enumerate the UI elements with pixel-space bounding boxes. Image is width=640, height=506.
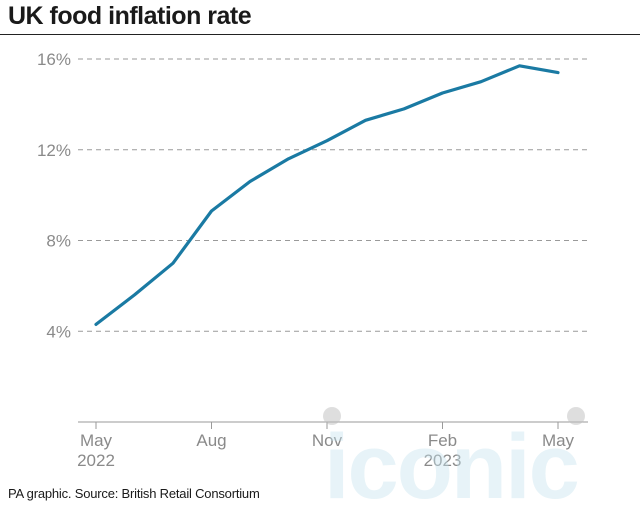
y-tick-label: 12%: [37, 141, 71, 160]
x-tick-label: May: [80, 431, 113, 450]
x-tick-label: Nov: [312, 431, 343, 450]
y-tick-label: 4%: [46, 322, 71, 341]
x-tick-label: May: [542, 431, 575, 450]
x-tick-year-label: 2023: [424, 451, 462, 470]
grid-lines: [78, 58, 588, 332]
chart-title: UK food inflation rate: [8, 2, 252, 30]
series-line: [94, 64, 560, 326]
y-axis-ticks: 4% 8% 12% 16%: [37, 50, 71, 341]
x-tick-year-label: 2022: [77, 451, 115, 470]
watermark-logo: iconic: [323, 407, 585, 506]
x-tick-label: Feb: [428, 431, 457, 450]
watermark-text: iconic: [324, 416, 578, 506]
y-tick-label: 16%: [37, 50, 71, 69]
title-rule: [0, 34, 640, 35]
x-tick-label: Aug: [196, 431, 226, 450]
y-tick-label: 8%: [46, 232, 71, 251]
source-note: PA graphic. Source: British Retail Conso…: [8, 486, 260, 501]
